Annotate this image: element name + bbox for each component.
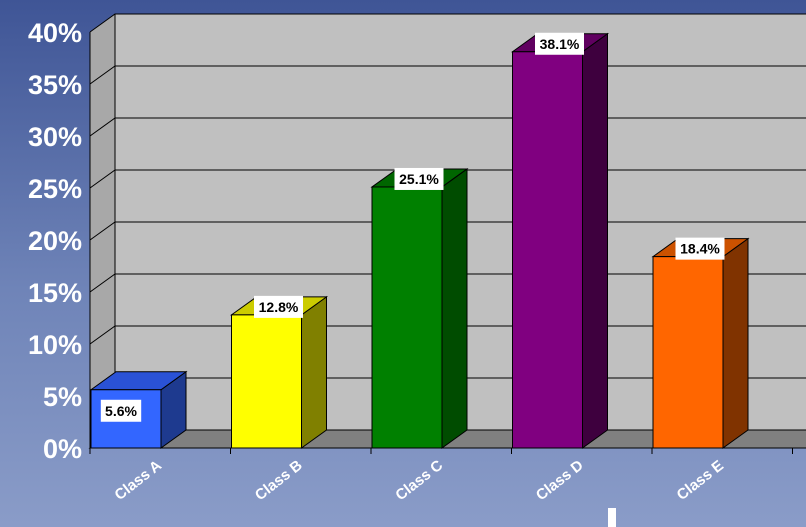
y-tick-label: 0% bbox=[43, 434, 82, 464]
x-tick-label: Class E bbox=[674, 457, 727, 504]
bar-front bbox=[512, 51, 583, 449]
data-label-text: 12.8% bbox=[259, 299, 299, 315]
y-tick-label: 40% bbox=[28, 18, 82, 48]
data-label-class-b: 12.8% bbox=[254, 295, 303, 318]
text-cursor-mark bbox=[608, 508, 616, 527]
bar-front bbox=[652, 256, 724, 449]
y-tick-label: 10% bbox=[28, 330, 82, 360]
data-label-box bbox=[254, 295, 303, 318]
bar-class-e bbox=[651, 237, 750, 449]
x-tick-label: Class B bbox=[252, 457, 306, 504]
x-tick-label: Class C bbox=[392, 457, 446, 504]
bar-class-c bbox=[370, 167, 469, 449]
data-labels: 5.6% 12.8% 25.1% 38.1% 18.4% bbox=[100, 32, 725, 422]
bar-front bbox=[371, 186, 443, 449]
y-tick-label: 30% bbox=[28, 122, 82, 152]
y-tick-label: 25% bbox=[28, 174, 82, 204]
x-tick-label: Class A bbox=[112, 457, 166, 504]
y-tick-label: 20% bbox=[28, 226, 82, 256]
data-label-class-e: 18.4% bbox=[675, 237, 725, 260]
bar-front bbox=[231, 314, 302, 449]
data-label-text: 5.6% bbox=[105, 403, 137, 419]
y-axis-ticks: 0% 5% 10% 15% 20% 25% 30% 35% 40% bbox=[28, 18, 82, 464]
bar-class-d bbox=[510, 32, 610, 449]
bar-side bbox=[582, 32, 608, 449]
data-label-class-a: 5.6% bbox=[100, 399, 142, 422]
data-label-box bbox=[394, 167, 444, 190]
data-label-box bbox=[100, 399, 142, 422]
y-tick-label: 15% bbox=[28, 278, 82, 308]
y-tick-label: 35% bbox=[28, 70, 82, 100]
y-tick-label: 5% bbox=[43, 382, 82, 412]
data-label-text: 18.4% bbox=[680, 241, 720, 257]
data-label-class-c: 25.1% bbox=[394, 167, 444, 190]
bar-side bbox=[301, 295, 327, 449]
data-label-box bbox=[675, 237, 725, 260]
bar-class-b bbox=[229, 295, 329, 449]
bar-side bbox=[722, 237, 749, 449]
bar-class-a bbox=[89, 370, 188, 449]
x-axis-ticks: Class A Class B Class C Class D Class E bbox=[112, 457, 727, 504]
data-label-text: 25.1% bbox=[399, 171, 439, 187]
bar-side bbox=[441, 167, 468, 449]
x-tick-label: Class D bbox=[533, 457, 587, 504]
data-label-class-d: 38.1% bbox=[535, 32, 584, 55]
data-label-box bbox=[535, 32, 584, 55]
data-label-text: 38.1% bbox=[540, 36, 580, 52]
